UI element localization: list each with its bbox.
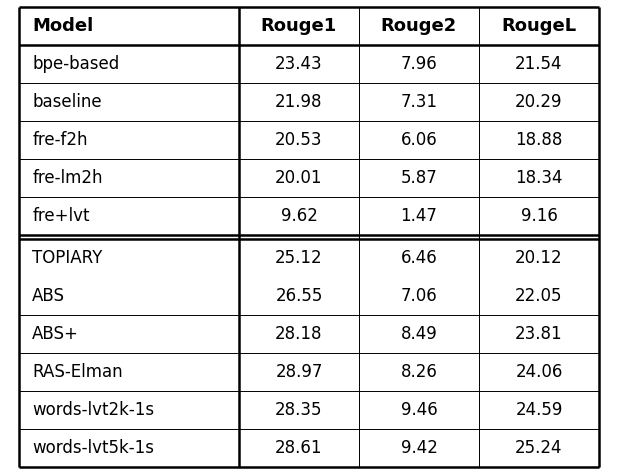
Text: 24.59: 24.59	[515, 401, 562, 419]
Text: 6.46: 6.46	[400, 249, 438, 267]
Text: 1.47: 1.47	[400, 207, 438, 225]
Text: 28.18: 28.18	[275, 325, 323, 343]
Text: ABS: ABS	[32, 287, 66, 305]
Text: words-lvt5k-1s: words-lvt5k-1s	[32, 439, 154, 457]
Text: words-lvt2k-1s: words-lvt2k-1s	[32, 401, 154, 419]
Text: Rouge2: Rouge2	[381, 17, 457, 35]
Text: 25.12: 25.12	[275, 249, 323, 267]
Text: 9.46: 9.46	[400, 401, 438, 419]
Text: 9.42: 9.42	[400, 439, 438, 457]
Text: 9.16: 9.16	[520, 207, 557, 225]
Text: RougeL: RougeL	[501, 17, 577, 35]
Text: fre-f2h: fre-f2h	[32, 131, 88, 149]
Text: 24.06: 24.06	[515, 363, 562, 381]
Text: 7.06: 7.06	[400, 287, 438, 305]
Text: 26.55: 26.55	[275, 287, 323, 305]
Text: baseline: baseline	[32, 93, 102, 111]
Text: fre-lm2h: fre-lm2h	[32, 169, 103, 187]
Text: 6.06: 6.06	[400, 131, 438, 149]
Text: ABS+: ABS+	[32, 325, 79, 343]
Text: Rouge1: Rouge1	[261, 17, 337, 35]
Text: 28.35: 28.35	[275, 401, 323, 419]
Text: 25.24: 25.24	[515, 439, 563, 457]
Text: 18.34: 18.34	[515, 169, 563, 187]
Text: 23.43: 23.43	[275, 55, 323, 73]
Text: 22.05: 22.05	[515, 287, 563, 305]
Text: 20.01: 20.01	[275, 169, 323, 187]
Text: Model: Model	[32, 17, 93, 35]
Text: 28.97: 28.97	[275, 363, 323, 381]
Text: 18.88: 18.88	[515, 131, 562, 149]
Text: 8.26: 8.26	[400, 363, 438, 381]
Text: 21.98: 21.98	[275, 93, 323, 111]
Text: bpe-based: bpe-based	[32, 55, 119, 73]
Text: 21.54: 21.54	[515, 55, 563, 73]
Text: fre+lvt: fre+lvt	[32, 207, 90, 225]
Text: 20.53: 20.53	[275, 131, 323, 149]
Text: 23.81: 23.81	[515, 325, 563, 343]
Text: 7.96: 7.96	[400, 55, 438, 73]
Text: 8.49: 8.49	[400, 325, 438, 343]
Text: 20.29: 20.29	[515, 93, 563, 111]
Text: TOPIARY: TOPIARY	[32, 249, 103, 267]
Text: 20.12: 20.12	[515, 249, 563, 267]
Text: 9.62: 9.62	[281, 207, 318, 225]
Text: 28.61: 28.61	[275, 439, 323, 457]
Text: 7.31: 7.31	[400, 93, 438, 111]
Text: RAS-Elman: RAS-Elman	[32, 363, 123, 381]
Text: 5.87: 5.87	[400, 169, 438, 187]
